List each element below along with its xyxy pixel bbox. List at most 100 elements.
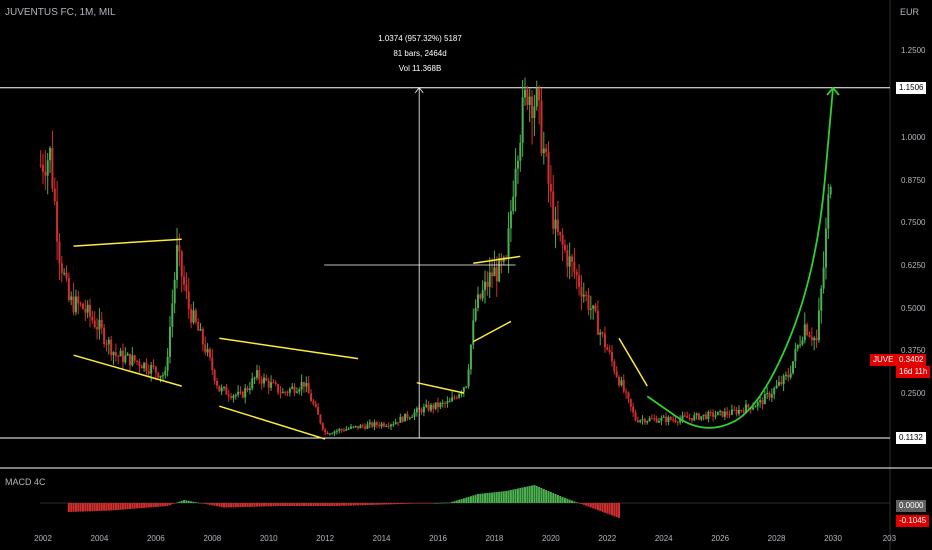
macd-bar: [305, 503, 308, 506]
candle-body: [65, 272, 68, 278]
candle-body: [632, 406, 635, 413]
macd-bar: [587, 503, 590, 507]
macd-bar: [418, 503, 421, 504]
candle-body: [385, 425, 388, 427]
macd-bar: [354, 503, 357, 506]
candle-body: [441, 402, 444, 404]
macd-bar: [178, 501, 181, 503]
candle-body: [112, 352, 115, 356]
macd-bar: [455, 500, 458, 503]
macd-bar: [491, 492, 494, 503]
candle-body: [481, 290, 484, 299]
macd-bar: [458, 499, 461, 503]
macd-bar: [89, 503, 92, 512]
candle-body: [251, 378, 254, 389]
chart-title: JUVENTUS FC, 1M, MIL: [5, 7, 116, 18]
candle-body: [161, 375, 164, 377]
candle-body: [310, 393, 313, 402]
macd-bar: [333, 503, 336, 506]
candle-body: [669, 417, 672, 420]
candle-body: [321, 423, 324, 430]
macd-bar: [248, 503, 251, 507]
trend-line: [73, 354, 182, 387]
macd-bar: [476, 494, 479, 503]
macd-bar: [227, 503, 230, 508]
candle-body: [540, 100, 543, 154]
macd-bar: [469, 496, 472, 503]
macd-bar: [159, 503, 162, 507]
candle-body: [549, 183, 552, 192]
macd-bar: [152, 503, 155, 508]
macd-bar: [314, 503, 317, 506]
macd-bar: [420, 503, 423, 504]
candle-body: [514, 168, 517, 197]
time-tick-label: 2002: [34, 534, 52, 543]
candle-body: [747, 404, 750, 408]
macd-bar: [563, 497, 566, 503]
candle-body: [822, 267, 825, 289]
macd-bar: [618, 503, 621, 518]
candle-body: [810, 336, 813, 341]
macd-bar: [582, 503, 585, 505]
candle-body: [488, 272, 491, 287]
macd-bar: [164, 503, 167, 507]
candle-body: [387, 425, 390, 427]
macd-bar: [98, 503, 101, 511]
macd-bar: [255, 503, 258, 507]
macd-bar: [364, 503, 367, 506]
candle-body: [183, 276, 186, 285]
time-tick-label: 2008: [203, 534, 221, 543]
macd-bar: [232, 503, 235, 508]
macd-bar: [338, 503, 341, 506]
price-tick-label: 0.5000: [901, 304, 926, 313]
candle-body: [484, 281, 487, 291]
candle-body: [215, 380, 218, 386]
macd-bar: [371, 503, 374, 505]
candle-body: [380, 423, 383, 427]
candle-body: [399, 416, 402, 423]
candle-body: [185, 284, 188, 292]
candle-body: [277, 384, 280, 393]
candle-body: [91, 316, 94, 321]
candle-body: [827, 194, 830, 229]
candle-body: [462, 387, 465, 393]
macd-bar: [124, 503, 127, 510]
candle-body: [199, 329, 202, 331]
candle-body: [79, 303, 82, 305]
candle-body: [60, 263, 63, 274]
time-tick-label: 2012: [316, 534, 334, 543]
candle-body: [413, 412, 416, 417]
time-axis: 2002 2004 2006 2008 2010 2012 2014 2016 2018 2020…: [34, 534, 897, 543]
candle-body: [100, 319, 103, 328]
candle-body: [766, 392, 769, 395]
candle-body: [244, 388, 247, 398]
macd-bar: [568, 499, 571, 503]
candle-body: [307, 383, 310, 394]
macd-bar: [408, 503, 411, 504]
macd-bar: [549, 492, 552, 503]
candle-body: [559, 232, 562, 235]
macd-bar: [237, 503, 240, 508]
macd-bar: [277, 503, 280, 507]
macd-bar: [185, 500, 188, 503]
candle-body: [166, 356, 169, 371]
candle-body: [655, 418, 658, 423]
macd-bar: [545, 490, 548, 503]
macd-bar: [286, 503, 289, 506]
candle-body: [138, 361, 141, 366]
candle-body: [317, 407, 320, 415]
macd-bar: [239, 503, 242, 508]
trend-line: [416, 381, 465, 394]
candle-body: [255, 370, 258, 378]
candle-body: [239, 391, 242, 393]
candle-body: [305, 383, 308, 387]
candle-body: [782, 375, 785, 385]
macd-bar: [498, 491, 501, 503]
candle-body: [401, 416, 404, 422]
candle-body: [58, 241, 61, 264]
candle-body: [422, 406, 425, 413]
price-tick-label: 0.6250: [901, 261, 926, 270]
candle-body: [232, 395, 235, 398]
